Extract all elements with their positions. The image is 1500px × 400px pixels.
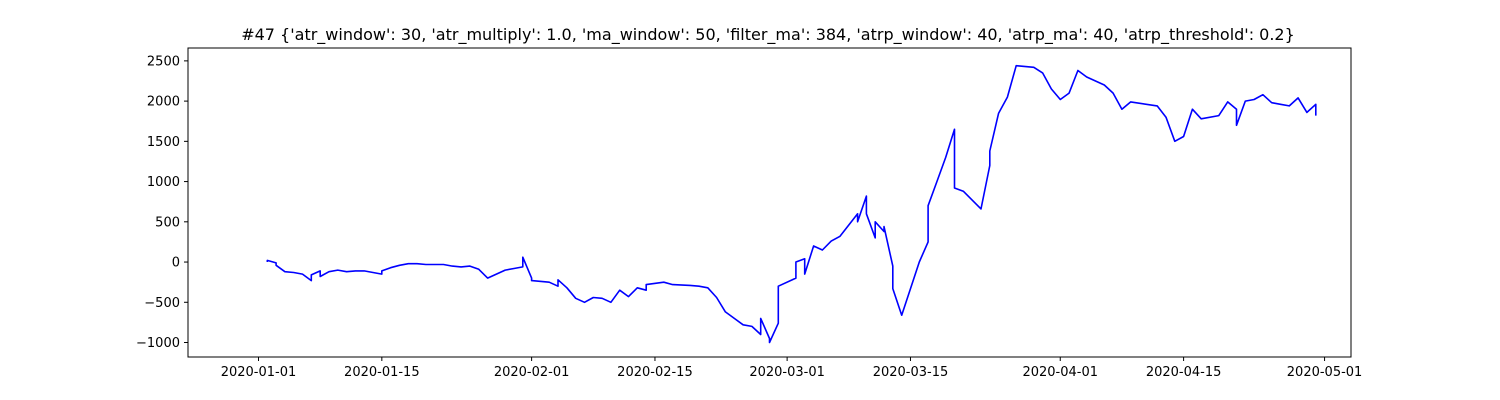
y-tick-label: 2500: [147, 54, 180, 69]
y-tick-label: 1000: [147, 175, 180, 190]
y-tick-label: 500: [155, 215, 180, 230]
x-tick-label: 2020-01-01: [221, 365, 297, 380]
x-tick-label: 2020-01-15: [344, 365, 420, 380]
y-tick-label: 1500: [147, 135, 180, 150]
y-tick-label: −1000: [136, 336, 180, 351]
series-line: [266, 64, 1317, 344]
x-tick-label: 2020-02-01: [494, 365, 570, 380]
y-axis-ticks: −1000 −500 0 500 1000 1500 2000 2500: [136, 54, 188, 351]
y-tick-label: 2000: [147, 95, 180, 110]
x-tick-label: 2020-05-01: [1287, 365, 1363, 380]
y-tick-label: −500: [144, 296, 180, 311]
y-tick-label: 0: [172, 256, 180, 271]
x-tick-label: 2020-04-15: [1146, 365, 1222, 380]
plot-area-frame: [187, 47, 1352, 358]
x-axis-ticks: 2020-01-01 2020-01-15 2020-02-01 2020-02-15…: [221, 357, 1363, 380]
x-tick-label: 2020-02-15: [617, 365, 693, 380]
x-tick-label: 2020-03-01: [749, 365, 825, 380]
x-tick-label: 2020-03-15: [873, 365, 949, 380]
chart-title: #47 {'atr_window': 30, 'atr_multiply': 1…: [241, 25, 1295, 45]
x-tick-label: 2020-04-01: [1022, 365, 1098, 380]
